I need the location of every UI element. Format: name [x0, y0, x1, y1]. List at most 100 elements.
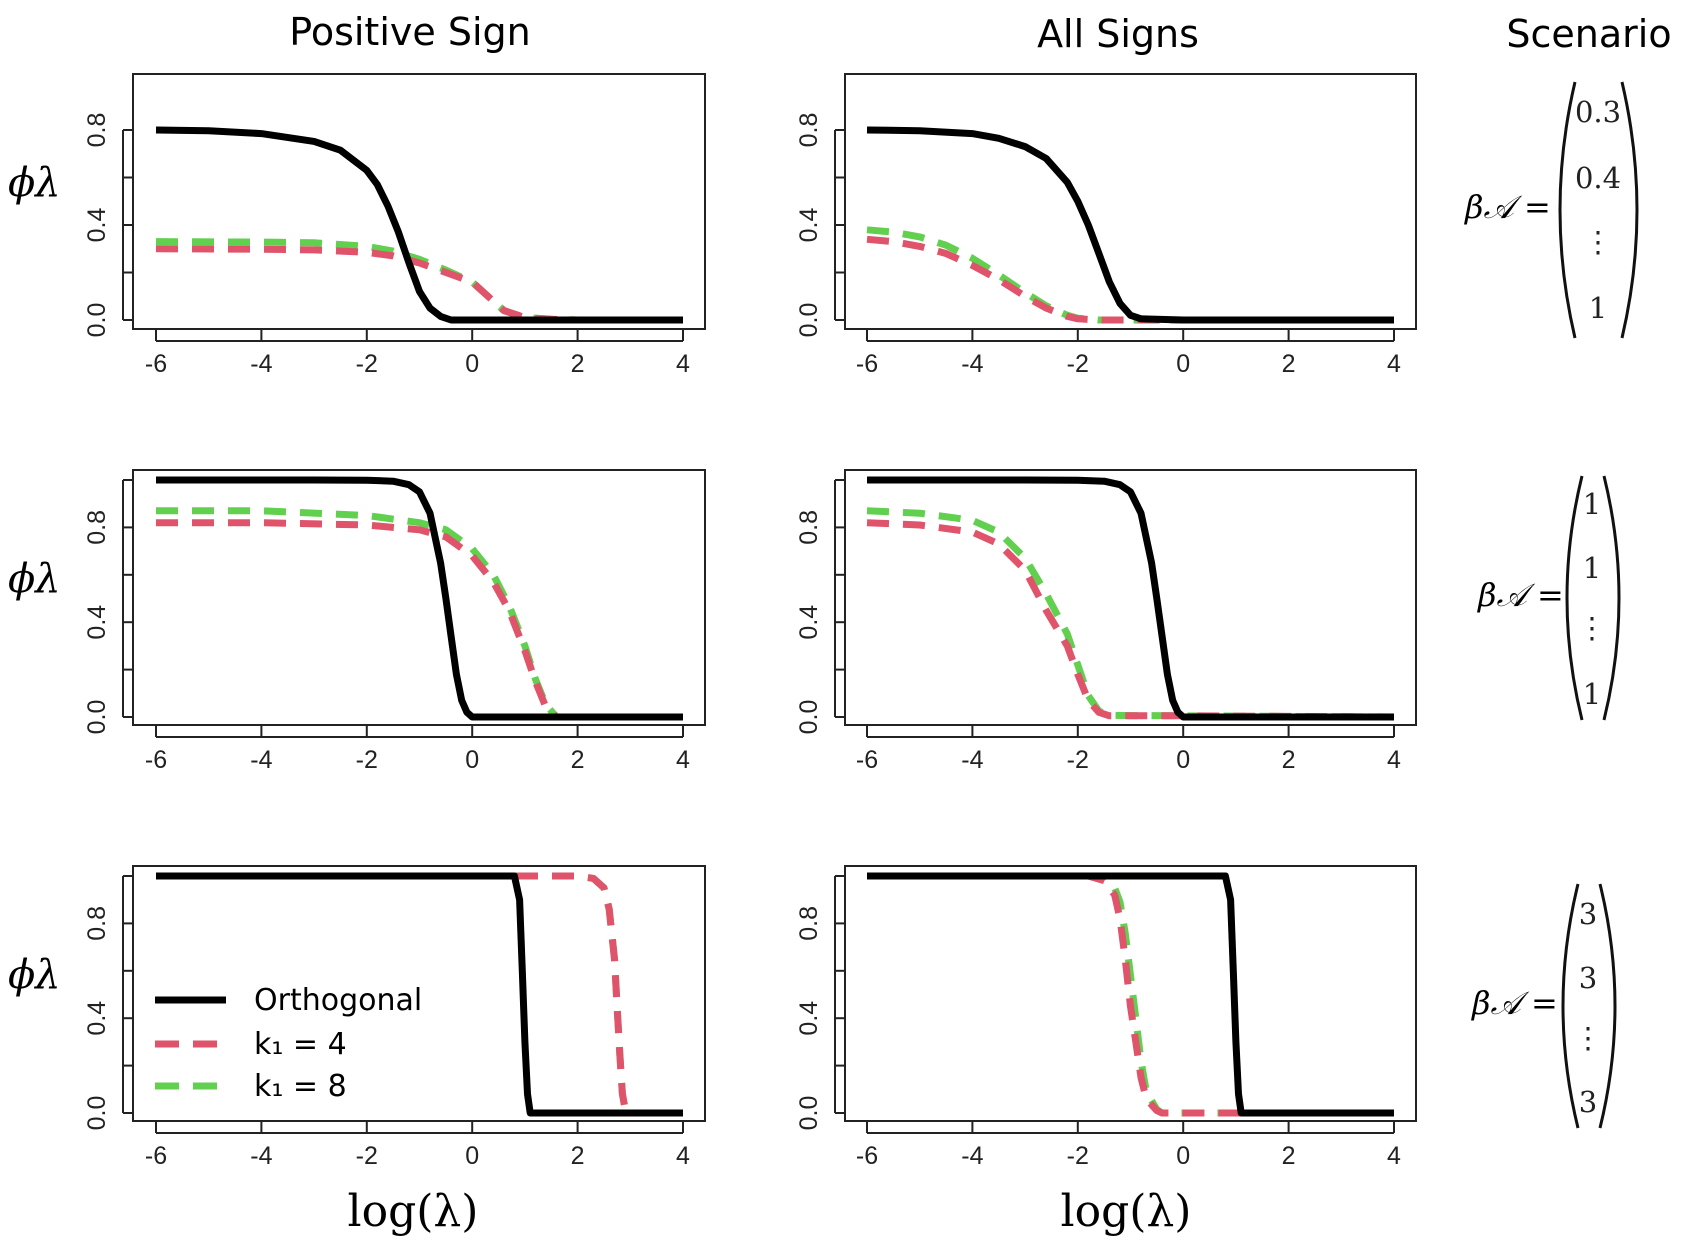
panel-r3-c2-xtick-label: 4 — [1387, 1142, 1401, 1170]
panel-r2-c1-xtick-label: -2 — [356, 746, 378, 774]
scenario-2-entry-2: 1 — [1583, 551, 1601, 585]
panel-r2-c2-ytick-label: 0.8 — [795, 510, 823, 545]
panel-r2-c1-series-orthogonal — [156, 476, 683, 721]
panel-r3-c1-frame — [132, 865, 706, 1122]
scenario-3-entry-4: 3 — [1579, 1085, 1597, 1119]
scenario-2-entry-1: 1 — [1583, 487, 1601, 521]
panel-r3-c2-xtick-label: 2 — [1282, 1142, 1296, 1170]
panel-r1-c1-xtick-label: -2 — [356, 350, 378, 378]
panel-r2-c2-xtick-label: -2 — [1067, 746, 1089, 774]
y-axis-label-row-1: ϕλ — [8, 160, 61, 206]
panel-r3-c2-ytick-label: 0.0 — [795, 1096, 823, 1131]
panel-r1-c2-series-k1-8 — [866, 226, 1394, 324]
scenario-2-entry-3: ⋮ — [1578, 611, 1607, 645]
scenario-3-entry-1: 3 — [1579, 897, 1597, 931]
scenario-3-right-paren — [1598, 883, 1617, 1129]
scenario-1-entry-1: 0.3 — [1575, 95, 1621, 129]
legend-label-k1-8: k₁ = 8 — [254, 1069, 347, 1104]
panel-r1-c2-xtick-label: 4 — [1387, 350, 1401, 378]
scenario-vector-3: β𝒜 = 3 3 ⋮ 3 — [1471, 883, 1617, 1129]
panel-r3-c1-ytick-label: 0.4 — [83, 1001, 111, 1036]
panel-r3-c2-ytick-label: 0.4 — [795, 1001, 823, 1036]
scenario-3-entry-2: 3 — [1579, 961, 1597, 995]
panel-r2-c2-ytick-label: 0.4 — [795, 605, 823, 640]
scenario-3-label: β𝒜 = — [1471, 984, 1558, 1022]
panel-r1-c2-xtick-label: -4 — [961, 350, 983, 378]
panel-r2-c1-ytick-label: 0.4 — [83, 605, 111, 640]
panel-r2-c2-series-orthogonal — [867, 476, 1394, 721]
scenario-1-entry-2: 0.4 — [1575, 161, 1621, 195]
scenario-1-entry-4: 1 — [1589, 291, 1607, 325]
panel-r1-c1-xtick-label: -6 — [145, 350, 167, 378]
panel-r2-c2: -6 -4 -2 0 2 4 0.0 0.4 0.8 — [795, 469, 1417, 774]
panel-r3-c1-ytick-label: 0.0 — [83, 1096, 111, 1131]
panel-r3-c2-xtick-label: -4 — [961, 1142, 983, 1170]
panel-r1-c1-ytick-label: 0.4 — [83, 208, 111, 243]
panel-r3-c1-xtick-label: -4 — [250, 1142, 272, 1170]
panel-r3-c2-xtick-label: -6 — [856, 1142, 878, 1170]
panel-r1-c1-ytick-label: 0.8 — [83, 113, 111, 148]
panel-r1-c2-ytick-label: 0.0 — [795, 303, 823, 338]
panel-r2-c2-xtick-label: 4 — [1387, 746, 1401, 774]
panel-r3-c2-xtick-label: -2 — [1067, 1142, 1089, 1170]
scenario-1-left-paren — [1558, 81, 1577, 339]
panel-r1-c1-xtick-label: 0 — [465, 350, 479, 378]
scenario-1-label: β𝒜 = — [1464, 188, 1551, 226]
column-title-all-signs: All Signs — [1037, 12, 1199, 56]
panel-r1-c2-frame — [844, 73, 1417, 330]
legend: Orthogonal k₁ = 4 k₁ = 8 — [155, 983, 422, 1104]
panel-r1-c2-xtick-label: -6 — [856, 350, 878, 378]
scenario-2-left-paren — [1565, 475, 1584, 721]
panel-r3-c2-xtick-label: 0 — [1176, 1142, 1190, 1170]
panel-r1-c1-xtick-label: 2 — [571, 350, 585, 378]
panel-r2-c1-xtick-label: 4 — [676, 746, 690, 774]
panel-r1-c2: -6 -4 -2 0 2 4 0.0 0.4 0.8 — [795, 73, 1417, 378]
panel-r1-c1-xtick-label: -4 — [250, 350, 272, 378]
panel-r3-c1-xtick-label: 2 — [571, 1142, 585, 1170]
panel-r2-c2-xtick-label: 0 — [1176, 746, 1190, 774]
scenario-3-left-paren — [1561, 883, 1580, 1129]
y-axis-label-row-3: ϕλ — [8, 952, 61, 998]
panel-r3-c1-series-orthogonal — [156, 872, 683, 1117]
scenario-vector-2: β𝒜 = 1 1 ⋮ 1 — [1477, 475, 1621, 721]
panel-r1-c2-ytick-label: 0.8 — [795, 113, 823, 148]
panel-r1-c1-series-orthogonal — [155, 126, 683, 324]
panel-r3-c1-xtick-label: 0 — [465, 1142, 479, 1170]
panel-r2-c2-series-k1-8 — [866, 507, 1395, 721]
panel-r2-c2-ytick-label: 0.0 — [795, 700, 823, 735]
panel-r2-c1-xtick-label: 2 — [571, 746, 585, 774]
panel-r3-c1-xtick-label: -2 — [356, 1142, 378, 1170]
panel-r2-c2-series-k1-4 — [866, 519, 1395, 721]
scenario-2-right-paren — [1602, 475, 1621, 721]
x-axis-label-left: log(λ) — [348, 1186, 479, 1237]
panel-r3-c2-series-k1-4 — [867, 872, 1394, 1117]
panel-r3-c2-series-k1-8 — [867, 872, 1394, 1117]
panel-r3-c1-xtick-label: -6 — [145, 1142, 167, 1170]
panel-r2-c2-xtick-label: -4 — [961, 746, 983, 774]
panel-r3-c2: -6 -4 -2 0 2 4 0.0 0.4 0.8 — [795, 865, 1417, 1170]
panel-r3-c1-xtick-label: 4 — [676, 1142, 690, 1170]
panel-r2-c1-series-k1-4 — [156, 519, 683, 721]
legend-label-orthogonal: Orthogonal — [254, 983, 422, 1018]
y-axis-label-row-2: ϕλ — [8, 556, 61, 602]
panel-r1-c1: -6 -4 -2 0 2 4 0.0 0.4 0.8 — [83, 73, 706, 378]
panel-r3-c1-ytick-label: 0.8 — [83, 906, 111, 941]
scenario-3-entry-3: ⋮ — [1574, 1021, 1603, 1055]
scenario-2-entry-4: 1 — [1583, 677, 1601, 711]
panel-r2-c2-xtick-label: 2 — [1282, 746, 1296, 774]
panel-r1-c2-series-k1-4 — [866, 235, 1394, 324]
scenario-2-label: β𝒜 = — [1477, 576, 1564, 614]
x-axis-label-right: log(λ) — [1061, 1186, 1192, 1237]
panel-r2-c1: -6 -4 -2 0 2 4 0.0 0.4 0.8 — [83, 469, 706, 774]
panel-r2-c1-xtick-label: -6 — [145, 746, 167, 774]
plots: -6 -4 -2 0 2 4 0.0 0.4 0.8 -6 -4 -2 0 2 4 0.0 0.4 0.8 -6 -4… — [83, 73, 1417, 1170]
panel-r1-c1-ytick-label: 0.0 — [83, 303, 111, 338]
panel-r1-c2-xtick-label: 2 — [1282, 350, 1296, 378]
panel-r2-c2-frame — [844, 469, 1417, 726]
panel-r3-c2-frame — [844, 865, 1417, 1122]
panel-r3-c1-series-k1-4 — [156, 872, 683, 1117]
panel-r1-c2-ytick-label: 0.4 — [795, 208, 823, 243]
column-title-scenario: Scenario — [1506, 12, 1671, 56]
panel-r3-c2-ytick-label: 0.8 — [795, 906, 823, 941]
